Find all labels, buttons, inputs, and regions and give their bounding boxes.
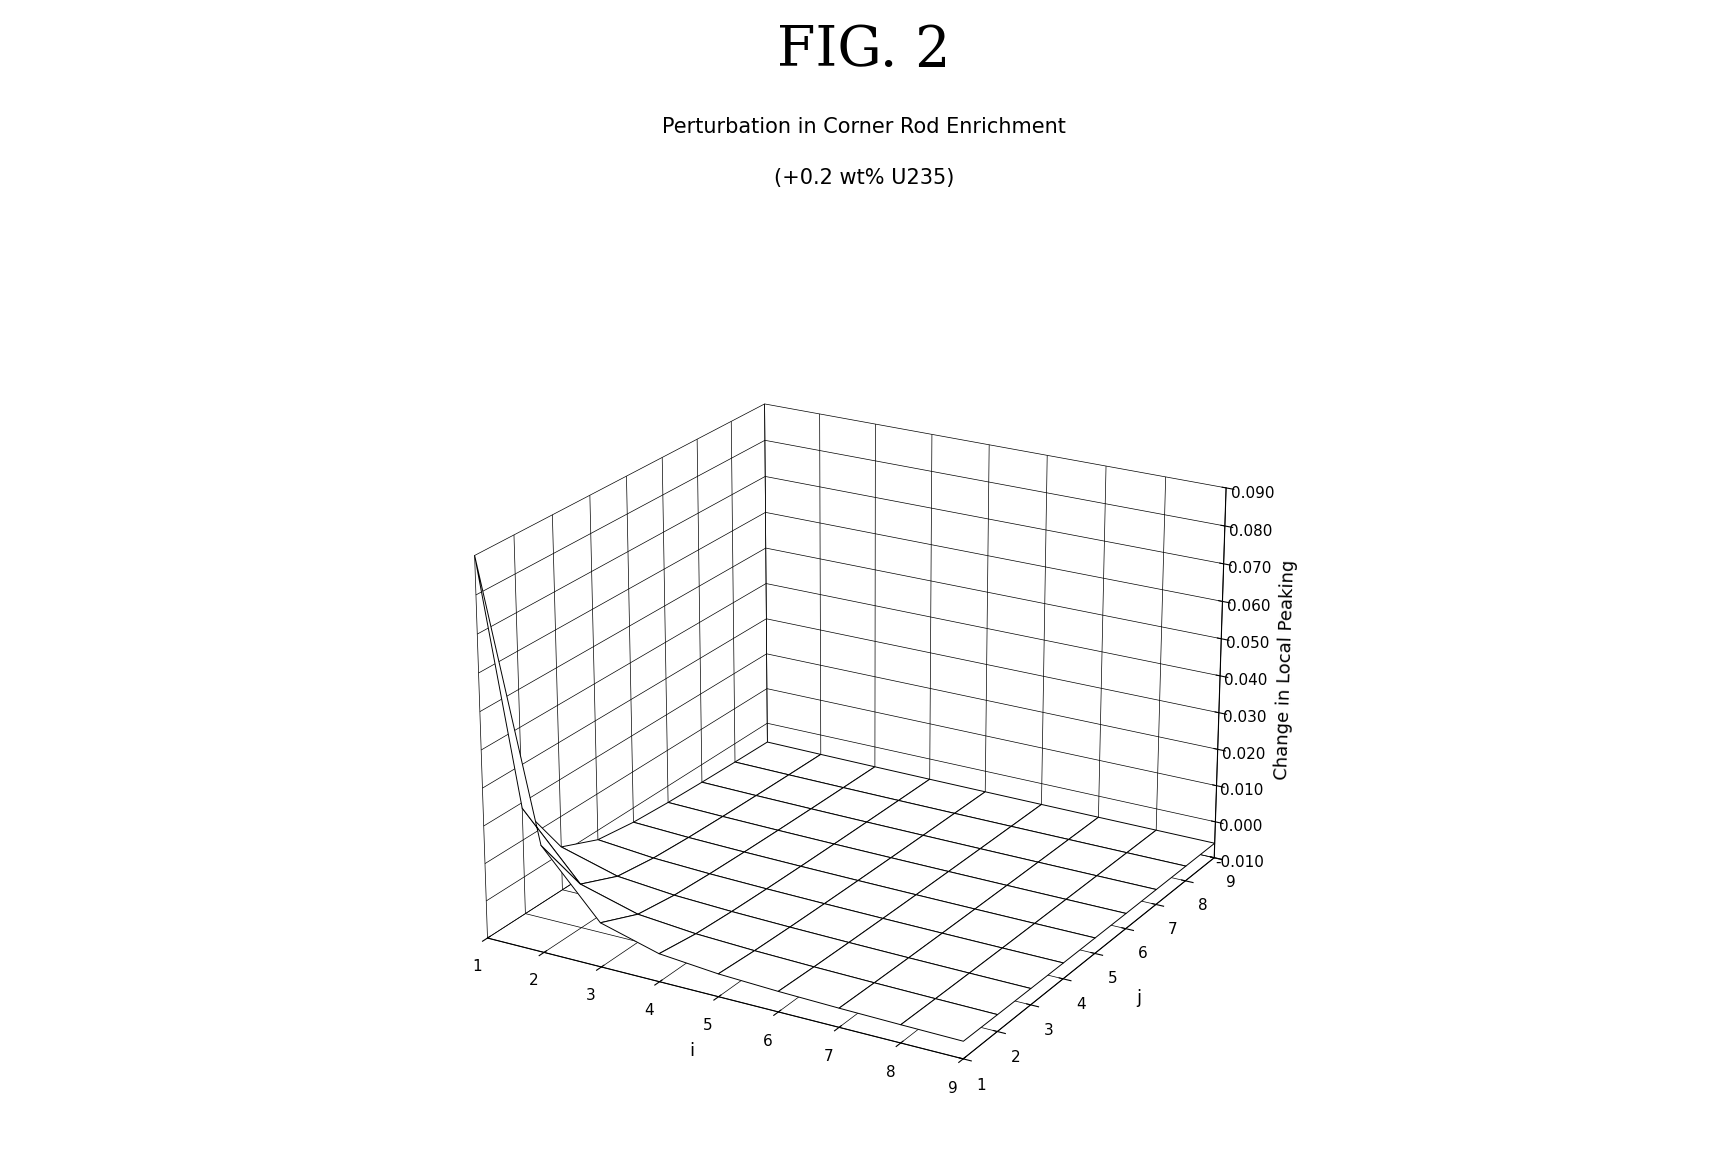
Y-axis label: j: j [1137, 990, 1142, 1007]
Text: Perturbation in Corner Rod Enrichment: Perturbation in Corner Rod Enrichment [662, 117, 1066, 137]
Text: (+0.2 wt% U235): (+0.2 wt% U235) [774, 168, 954, 188]
X-axis label: i: i [689, 1042, 695, 1060]
Text: FIG. 2: FIG. 2 [778, 23, 950, 78]
